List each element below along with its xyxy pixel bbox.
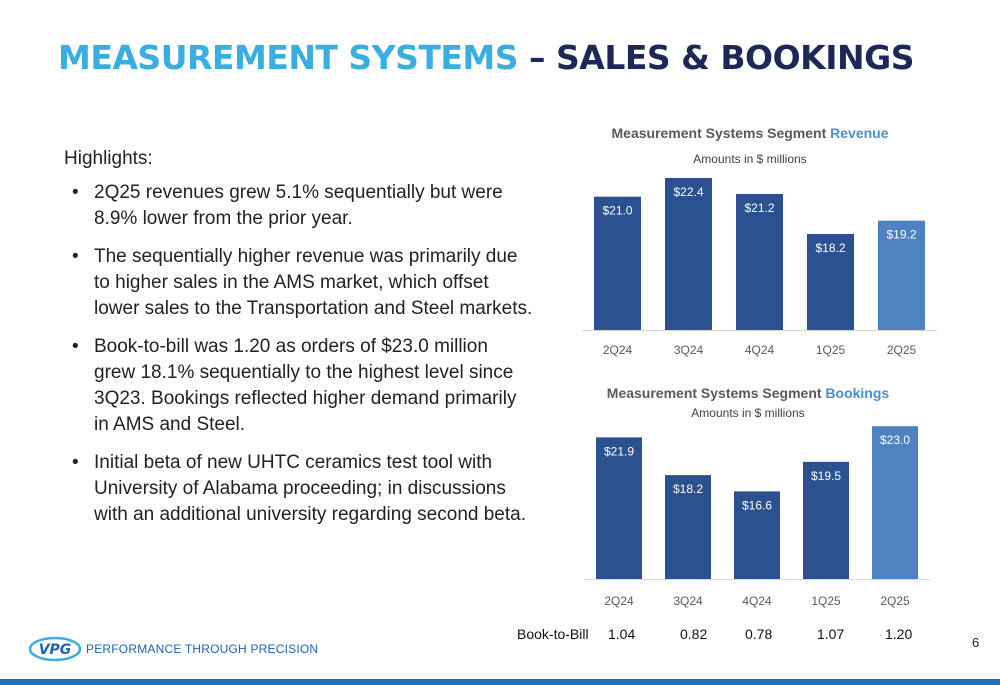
revenue-data-label: $18.2 [815,241,845,255]
revenue-x-tick-label: 3Q24 [674,343,704,357]
highlight-text: Book-to-bill was 1.20 as orders of $23.0… [94,336,517,435]
bullet-icon: • [72,246,79,267]
bookings-data-label: $23.0 [880,433,910,447]
bookings-bar-3Q24 [665,475,711,579]
book-to-bill-row: Book-to-Bill 1.04 0.82 0.78 1.07 1.20 [500,626,940,646]
revenue-chart-title-plain: Measurement Systems Segment [612,125,831,141]
bookings-chart: Measurement Systems Segment Bookings Amo… [565,378,945,618]
highlight-item: • Book-to-bill was 1.20 as orders of $23.… [64,334,534,438]
revenue-data-label: $21.0 [602,204,632,218]
revenue-bar-2Q25 [878,220,925,330]
revenue-bar-4Q24 [736,194,783,330]
page-title-secondary: – SALES & BOOKINGS [518,38,914,77]
bookings-x-tick-label: 3Q24 [673,594,703,608]
bookings-x-tick-label: 2Q24 [604,594,634,608]
page-title: MEASUREMENT SYSTEMS – SALES & BOOKINGS [58,38,914,77]
revenue-chart-subtitle: Amounts in $ millions [693,152,806,166]
vpg-logo-icon: VPG [28,636,82,662]
revenue-bar-2Q24 [594,196,641,330]
revenue-chart: Measurement Systems Segment Revenue Amou… [565,118,945,368]
page-number: 6 [972,635,980,650]
bookings-data-label: $18.2 [673,482,703,496]
bookings-data-label: $19.5 [811,469,841,483]
revenue-chart-title-accent: Revenue [830,125,889,141]
footer-bar [0,679,1000,685]
bookings-data-label: $16.6 [742,498,772,512]
revenue-x-tick-label: 2Q24 [603,343,633,357]
book-to-bill-value: 1.07 [817,626,845,642]
highlights-list: • 2Q25 revenues grew 5.1% sequentially bu… [64,180,534,528]
bookings-x-tick-label: 1Q25 [811,594,841,608]
bookings-data-label: $21.9 [604,444,634,458]
bookings-chart-title-accent: Bookings [825,385,889,401]
bookings-chart-title: Measurement Systems Segment Bookings [607,385,890,401]
highlight-text: Initial beta of new UHTC ceramics test t… [94,452,526,525]
bookings-bar-2Q24 [596,437,642,579]
book-to-bill-value: 0.78 [745,626,773,642]
bullet-icon: • [72,452,79,473]
highlight-text: 2Q25 revenues grew 5.1% sequentially but… [94,182,503,229]
bookings-x-tick-label: 4Q24 [742,594,772,608]
revenue-bar-1Q25 [807,234,854,330]
bookings-chart-svg: Measurement Systems Segment Bookings Amo… [584,385,930,608]
book-to-bill-value: 1.04 [608,626,636,642]
footer-tagline: PERFORMANCE THROUGH PRECISION [86,642,319,656]
highlight-item: • Initial beta of new UHTC ceramics test … [64,450,534,528]
bookings-bar-2Q25 [872,426,918,579]
highlight-item: • The sequentially higher revenue was pri… [64,244,534,322]
bookings-x-tick-label: 2Q25 [880,594,910,608]
vpg-logo: VPG [28,636,84,667]
revenue-bar-3Q24 [665,178,712,330]
highlights-panel: Highlights: • 2Q25 revenues grew 5.1% seq… [64,148,534,540]
revenue-x-tick-label: 2Q25 [887,343,917,357]
revenue-data-label: $22.4 [673,185,703,199]
highlights-heading: Highlights: [64,148,153,169]
book-to-bill-value: 0.82 [680,626,708,642]
revenue-chart-svg: Measurement Systems Segment Revenue Amou… [582,125,937,357]
revenue-x-tick-label: 1Q25 [816,343,846,357]
bookings-bar-1Q25 [803,461,849,579]
bookings-bar-4Q24 [734,491,780,579]
page-title-primary: MEASUREMENT SYSTEMS [58,38,519,77]
revenue-x-tick-label: 4Q24 [745,343,775,357]
book-to-bill-value: 1.20 [885,626,913,642]
revenue-data-label: $21.2 [744,201,774,215]
revenue-chart-title: Measurement Systems Segment Revenue [612,125,889,141]
book-to-bill-label: Book-to-Bill [517,626,589,642]
vpg-logo-text: VPG [39,642,72,658]
bullet-icon: • [72,182,79,203]
bullet-icon: • [72,336,79,357]
bookings-chart-title-plain: Measurement Systems Segment [607,385,826,401]
highlight-text: The sequentially higher revenue was prim… [94,246,533,319]
revenue-data-label: $19.2 [886,228,916,242]
highlight-item: • 2Q25 revenues grew 5.1% sequentially bu… [64,180,534,232]
bookings-chart-subtitle: Amounts in $ millions [691,406,804,420]
